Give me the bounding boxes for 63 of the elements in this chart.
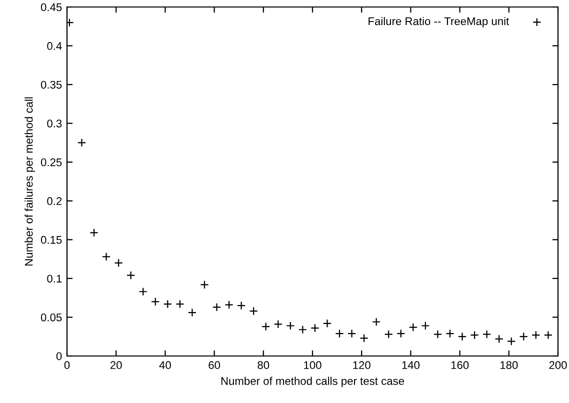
- point: [212, 302, 222, 312]
- y-tick-label: 0.3: [47, 120, 62, 128]
- point: [236, 301, 246, 310]
- point: [188, 308, 197, 317]
- point: [458, 332, 467, 341]
- point: [224, 300, 234, 310]
- point: [421, 321, 430, 330]
- point: [519, 332, 528, 341]
- point: [138, 287, 148, 296]
- point: [286, 321, 295, 330]
- point: [470, 330, 479, 340]
- y-tick-label: 0.2: [47, 197, 62, 206]
- point: [544, 330, 553, 340]
- point: [176, 300, 184, 308]
- point: [360, 334, 368, 343]
- point: [335, 329, 344, 338]
- x-tick-label: 180: [500, 361, 518, 370]
- point: [446, 329, 454, 338]
- point: [384, 330, 393, 339]
- y-tick-label: 0.1: [47, 274, 62, 283]
- point: [151, 297, 160, 306]
- point: [322, 319, 332, 328]
- x-tick-label: 40: [159, 361, 171, 370]
- x-tick-label: 120: [353, 361, 370, 370]
- point: [396, 329, 406, 338]
- point: [77, 138, 86, 148]
- point: [494, 334, 504, 344]
- y-axis-title: Number of failures per method call: [24, 97, 35, 266]
- x-tick-label: 60: [208, 361, 220, 370]
- x-tick-label: 20: [110, 361, 122, 370]
- point: [163, 300, 172, 308]
- point: [408, 322, 418, 332]
- y-tick-label: 0.35: [40, 80, 62, 89]
- point: [298, 325, 308, 334]
- point: [433, 330, 442, 339]
- point: [114, 258, 123, 268]
- y-tick-label: 0.25: [40, 158, 62, 166]
- point: [249, 306, 258, 316]
- x-tick-label: 80: [258, 361, 270, 370]
- x-tick-label: 0: [64, 361, 70, 370]
- point: [102, 252, 111, 262]
- point: [310, 324, 320, 332]
- point: [274, 320, 282, 329]
- y-tick-label: 0.45: [40, 3, 62, 12]
- point: [482, 330, 492, 339]
- legend-label: Failure Ratio -- TreeMap unit: [368, 17, 510, 28]
- x-tick-label: 100: [304, 361, 322, 370]
- y-tick-label: 0: [56, 352, 62, 360]
- point: [90, 228, 98, 238]
- y-tick-label: 0.4: [47, 42, 62, 50]
- point: [200, 280, 209, 290]
- x-axis-title: Number of method calls per test case: [221, 376, 404, 388]
- point: [347, 329, 356, 338]
- point: [506, 336, 516, 346]
- point: [126, 270, 136, 280]
- point: [532, 330, 540, 340]
- y-tick-label: 0.05: [40, 313, 62, 322]
- x-tick-label: 160: [451, 361, 469, 370]
- point: [261, 322, 270, 331]
- point: [372, 318, 381, 326]
- x-tick-label: 200: [549, 361, 567, 370]
- y-tick-label: 0.15: [40, 236, 62, 244]
- x-tick-label: 140: [402, 361, 420, 370]
